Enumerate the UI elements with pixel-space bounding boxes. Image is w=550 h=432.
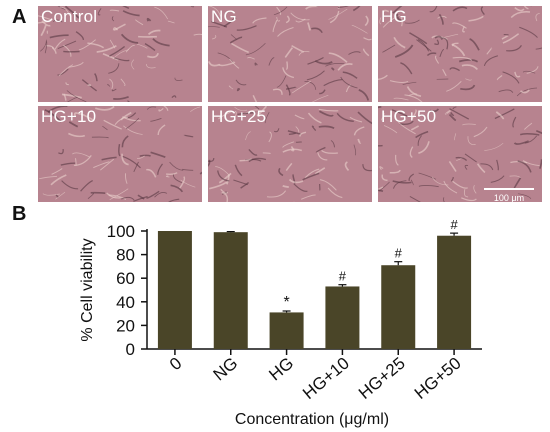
x-tick-label: 0 bbox=[166, 354, 185, 375]
y-tick-label: 20 bbox=[116, 316, 135, 335]
micrograph-label: HG+10 bbox=[41, 107, 97, 126]
y-tick-label: 0 bbox=[126, 340, 135, 359]
significance-marker: # bbox=[395, 246, 403, 261]
scale-bar-label: 100 μm bbox=[493, 193, 525, 202]
panel-b-letter: B bbox=[12, 203, 27, 225]
y-tick-label: 80 bbox=[116, 246, 135, 265]
micrograph-label: NG bbox=[211, 7, 237, 26]
micrograph-panel-hg10: HG+10 bbox=[38, 106, 202, 202]
cell-texture bbox=[38, 6, 202, 102]
x-tick-label: NG bbox=[210, 354, 242, 385]
micrograph-panel-hg50: HG+50 100 μm bbox=[378, 106, 542, 202]
bar bbox=[437, 235, 472, 349]
cell-texture bbox=[378, 6, 542, 102]
micrograph-label: HG+25 bbox=[211, 107, 267, 126]
significance-marker: # bbox=[450, 217, 458, 232]
x-tick-label: HG bbox=[265, 354, 297, 385]
chart-bars bbox=[157, 230, 472, 349]
cell-viability-chart: 0 20 40 60 80 100 0 NG * HG # HG+10 # HG+25 # HG+50 % Ce… bbox=[79, 217, 482, 428]
cell-texture bbox=[208, 6, 372, 102]
micrograph-grid: Control NG HG HG+10 HG+25 HG+50 100 μm bbox=[38, 6, 544, 202]
micrograph-panel-control: Control bbox=[38, 6, 202, 102]
bar bbox=[157, 231, 192, 349]
micrograph-label: HG+50 bbox=[381, 107, 437, 126]
x-tick-label: HG+10 bbox=[299, 354, 353, 403]
cell-texture bbox=[378, 106, 542, 202]
bar bbox=[213, 232, 248, 349]
y-tick-label: 60 bbox=[116, 269, 135, 288]
y-axis-label: % Cell viability bbox=[79, 238, 96, 341]
y-tick-label: 40 bbox=[116, 293, 135, 312]
significance-marker: * bbox=[283, 294, 289, 311]
micrograph-label: HG bbox=[381, 7, 407, 26]
cell-texture bbox=[208, 106, 372, 202]
scale-bar bbox=[484, 188, 534, 190]
panel-a-letter: A bbox=[12, 6, 27, 28]
bar bbox=[269, 312, 304, 349]
y-tick-label: 100 bbox=[107, 222, 135, 241]
micrograph-panel-hg: HG bbox=[378, 6, 542, 102]
chart-axes bbox=[141, 229, 482, 355]
bar bbox=[381, 265, 416, 349]
bar bbox=[325, 286, 360, 349]
x-tick-label: HG+50 bbox=[411, 354, 465, 403]
micrograph-panel-hg25: HG+25 bbox=[208, 106, 372, 202]
micrograph-panel-ng: NG bbox=[208, 6, 372, 102]
x-tick-label: HG+25 bbox=[355, 354, 409, 403]
micrograph-label: Control bbox=[41, 7, 98, 26]
x-axis-label: Concentration (μg/ml) bbox=[235, 411, 389, 428]
cell-texture bbox=[39, 106, 202, 202]
significance-marker: # bbox=[339, 269, 347, 284]
